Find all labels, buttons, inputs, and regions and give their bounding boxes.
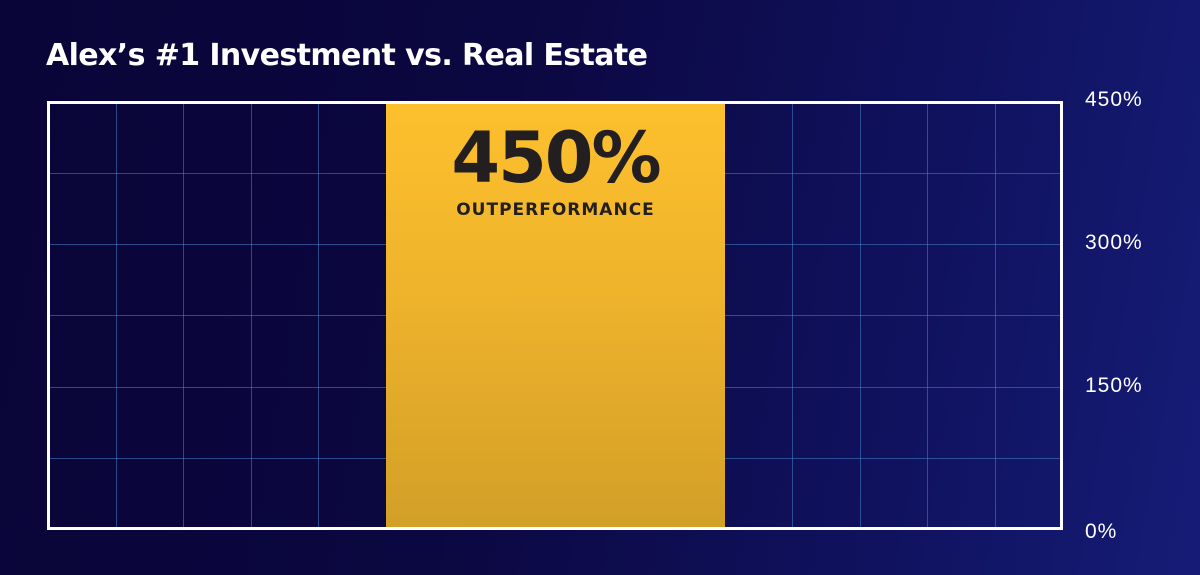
bar-450-percent: 450% OUTPERFORMANCE: [386, 104, 725, 527]
y-tick-150: 150%: [1085, 374, 1143, 397]
y-tick-0: 0%: [1085, 520, 1118, 543]
chart-title: Alex’s #1 Investment vs. Real Estate: [46, 38, 648, 73]
plot-area: 450% OUTPERFORMANCE: [47, 101, 1063, 530]
bar-value-label: 450%: [451, 117, 661, 199]
y-tick-450: 450%: [1085, 88, 1143, 111]
bar-caption: OUTPERFORMANCE: [456, 200, 655, 220]
y-tick-300: 300%: [1085, 231, 1143, 254]
